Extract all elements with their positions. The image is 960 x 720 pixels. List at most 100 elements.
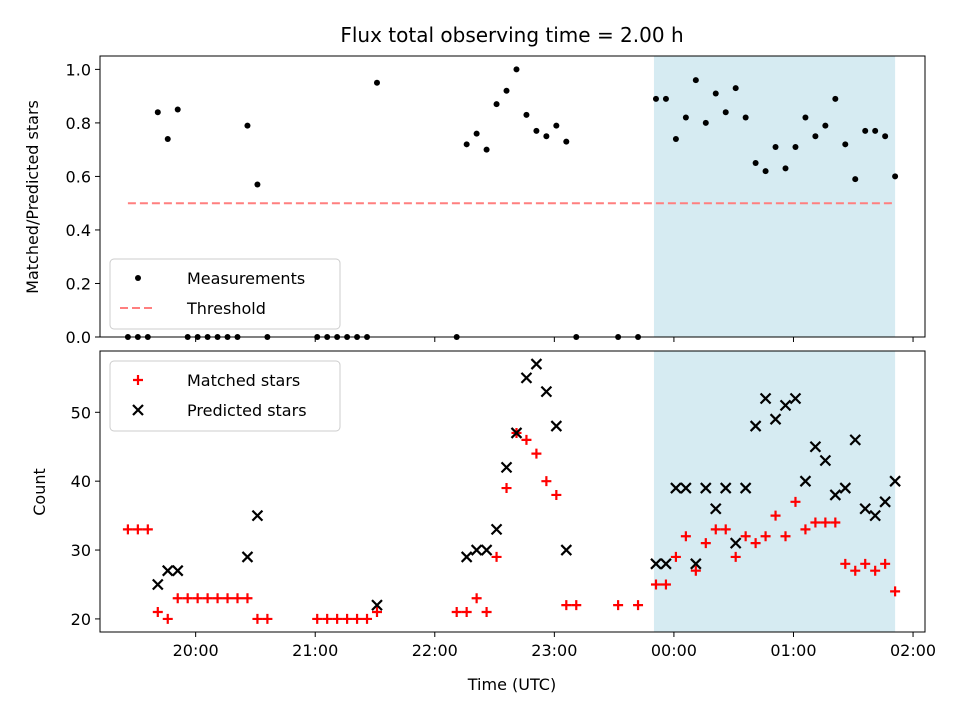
- highlight-span: [653, 351, 896, 632]
- matched-point: [800, 524, 811, 535]
- measurement-point: [712, 90, 719, 97]
- y-tick-label: 30: [71, 541, 91, 560]
- measurement-point: [473, 130, 480, 137]
- matched-point: [890, 586, 901, 597]
- measurement-point: [732, 85, 739, 92]
- matched-point: [172, 593, 183, 604]
- matched-point: [690, 565, 701, 576]
- predicted-point: [739, 482, 752, 494]
- measurement-point: [872, 127, 879, 134]
- measurement-point: [513, 66, 520, 73]
- predicted-point: [819, 454, 832, 467]
- y-tick-label: 1.0: [66, 60, 91, 79]
- measurement-point: [792, 143, 799, 150]
- matched-point: [471, 593, 482, 604]
- matched-point: [750, 538, 761, 549]
- predicted-point: [540, 385, 553, 398]
- matched-point: [551, 489, 562, 500]
- matched-point: [461, 607, 472, 618]
- measurement-point: [244, 122, 251, 129]
- measurement-point: [862, 127, 869, 134]
- matched-point: [451, 607, 462, 618]
- matched-point: [860, 558, 871, 569]
- matched-point: [352, 613, 363, 624]
- measurement-point: [742, 114, 749, 121]
- measurement-point: [842, 141, 849, 148]
- matched-point: [700, 538, 711, 549]
- predicted-point: [729, 537, 742, 549]
- matched-point: [342, 613, 353, 624]
- matched-point: [613, 600, 624, 611]
- x-tick-label: 00:00: [651, 641, 697, 660]
- legend-marker-measurements: [135, 275, 141, 281]
- measurement-point: [832, 95, 839, 102]
- matched-point: [780, 531, 791, 542]
- y-tick-label: 0.8: [66, 114, 91, 133]
- predicted-point: [829, 489, 842, 501]
- matched-point: [312, 613, 323, 624]
- measurement-point: [563, 138, 570, 145]
- matched-point: [362, 613, 373, 624]
- legend-box: [109, 360, 341, 432]
- matched-point: [132, 524, 143, 535]
- measurement-point: [523, 111, 530, 118]
- predicted-point: [241, 551, 254, 563]
- matched-point: [880, 558, 891, 569]
- predicted-point: [530, 358, 543, 370]
- matched-point: [760, 531, 771, 542]
- predicted-point: [520, 372, 533, 384]
- matched-point: [650, 579, 661, 590]
- y-tick-label: 40: [71, 472, 91, 491]
- predicted-point: [799, 475, 812, 487]
- matched-point: [541, 476, 552, 487]
- legend-label: Threshold: [186, 299, 266, 318]
- matched-point: [322, 613, 333, 624]
- predicted-point: [809, 440, 822, 453]
- matched-point: [521, 434, 532, 445]
- highlight-span: [653, 56, 896, 337]
- matched-point: [770, 510, 781, 521]
- measurement-point: [652, 95, 659, 102]
- predicted-point: [550, 420, 563, 432]
- measurement-point: [882, 133, 889, 140]
- predicted-point: [650, 558, 662, 570]
- measurement-point: [503, 87, 510, 94]
- predicted-point: [759, 392, 772, 405]
- predicted-point: [500, 461, 513, 474]
- matched-point: [730, 551, 741, 562]
- y-tick-label: 0.6: [66, 167, 91, 186]
- matched-point: [212, 593, 223, 604]
- predicted-point: [490, 523, 503, 536]
- matched-point: [222, 593, 233, 604]
- y-tick-label: 0.4: [66, 221, 91, 240]
- x-tick-label: 21:00: [292, 641, 338, 660]
- measurement-point: [164, 135, 171, 142]
- measurement-point: [672, 135, 679, 142]
- matched-point: [720, 524, 731, 535]
- y-tick-label: 20: [71, 610, 91, 629]
- matched-point: [371, 607, 382, 618]
- legend-box: [109, 258, 341, 330]
- matched-point: [162, 613, 173, 624]
- predicted-point: [859, 502, 871, 515]
- predicted-point: [719, 482, 732, 494]
- axes-frame: [99, 350, 926, 633]
- measurement-point: [812, 133, 819, 140]
- measurement-point: [822, 122, 829, 129]
- matched-point: [740, 531, 751, 542]
- predicted-point: [480, 544, 493, 556]
- predicted-point: [660, 558, 672, 570]
- matched-point: [232, 593, 243, 604]
- matched-point: [820, 517, 831, 528]
- predicted-point: [152, 578, 164, 591]
- predicted-point: [700, 482, 712, 494]
- matched-point: [252, 613, 263, 624]
- legend-label: Measurements: [187, 269, 305, 288]
- matched-point: [680, 531, 691, 542]
- matched-point: [202, 593, 213, 604]
- x-axis-label: Time (UTC): [467, 675, 556, 694]
- matched-point: [192, 593, 203, 604]
- bottom-panel: 20 30 40 50 20:00 21:00 22:00 23:00 00:00 01:00 02…: [71, 350, 936, 660]
- axes-frame: [99, 55, 926, 338]
